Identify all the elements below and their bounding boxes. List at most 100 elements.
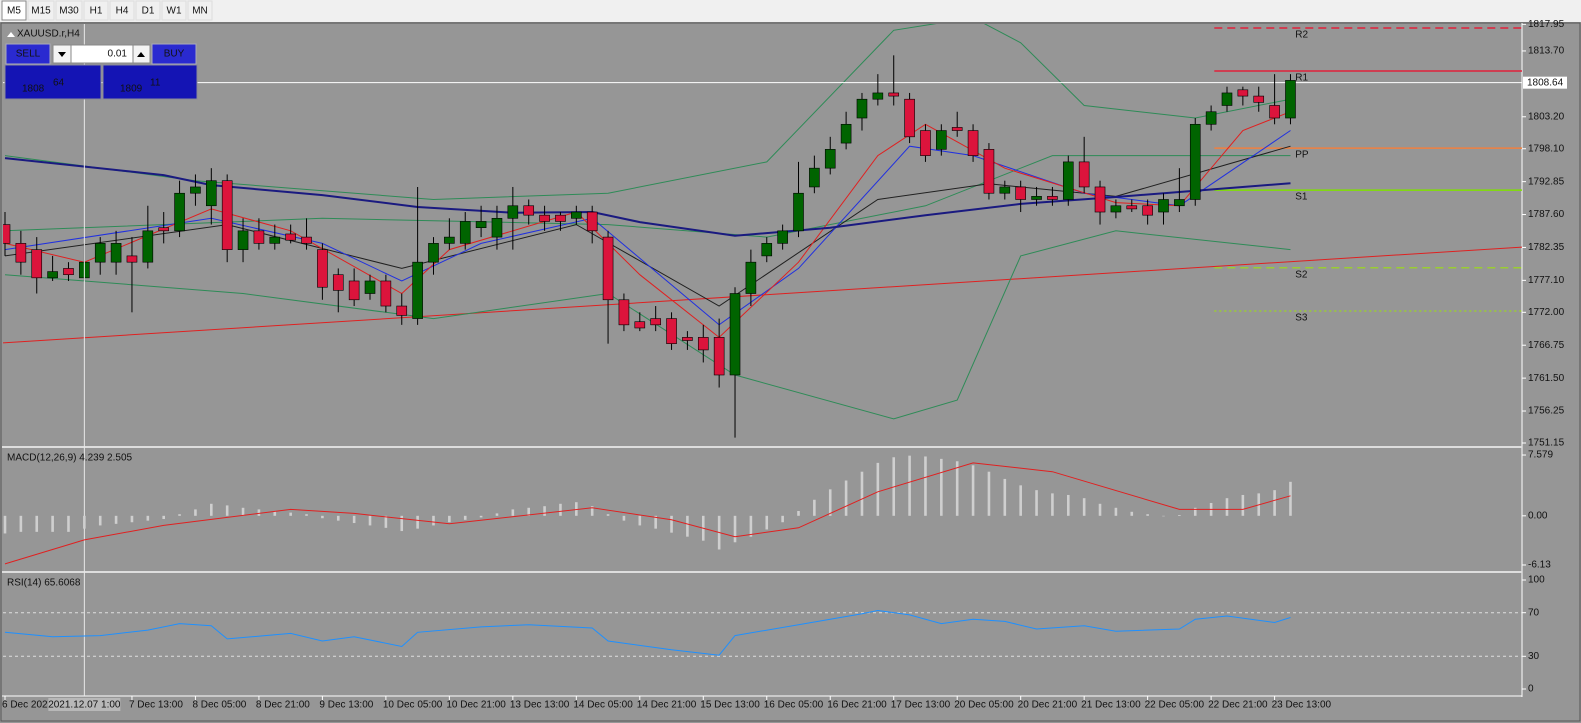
candle-body	[650, 318, 661, 326]
candle-body	[555, 214, 566, 222]
pivot-label: S2	[1295, 269, 1308, 280]
timeframe-label[interactable]: M15	[31, 6, 51, 17]
histogram-bar	[416, 515, 419, 529]
y-tick-label: 1772.00	[1528, 307, 1565, 318]
x-tick-label: 17 Dec 13:00	[891, 700, 951, 711]
sell-label[interactable]: SELL	[16, 49, 41, 60]
indicator-line	[4, 24, 1291, 201]
histogram-bar	[1019, 485, 1022, 516]
buy-label[interactable]: BUY	[164, 49, 185, 60]
candle-body	[507, 205, 519, 219]
sell-button[interactable]	[5, 43, 51, 65]
y-tick-label: 70	[1528, 607, 1540, 618]
histogram-bar	[162, 515, 165, 520]
histogram-bar	[400, 515, 404, 532]
candle-body	[809, 167, 820, 188]
histogram-bar	[67, 515, 70, 532]
histogram-bar	[225, 505, 229, 516]
histogram-bar	[654, 515, 657, 529]
timeframe-label[interactable]: D1	[142, 6, 155, 17]
panel	[3, 455, 1292, 565]
candle-body	[539, 214, 550, 222]
histogram-bar	[987, 471, 991, 516]
toolbar	[0, 0, 1581, 22]
y-tick-label: 1782.35	[1528, 242, 1565, 253]
candle-body	[1189, 123, 1201, 200]
pivot-label: S1	[1295, 192, 1308, 203]
bid-box[interactable]	[4, 64, 102, 100]
x-tick-label: 20 Dec 21:00	[1018, 700, 1078, 711]
histogram-bar	[1082, 498, 1086, 516]
histogram-bar	[575, 502, 578, 516]
histogram-bar	[860, 471, 864, 516]
ask-small[interactable]: 11	[150, 78, 161, 89]
y-tick-label: 1787.60	[1528, 209, 1565, 220]
candle-body	[729, 293, 741, 376]
candle-body	[1126, 205, 1138, 210]
buy-button[interactable]	[151, 43, 197, 65]
histogram-bar	[590, 506, 594, 516]
candle-body	[364, 280, 376, 294]
bid-big[interactable]: 1808	[22, 84, 45, 95]
histogram-bar	[368, 515, 372, 526]
candle-body	[317, 249, 328, 288]
candle-body	[221, 180, 233, 250]
histogram-bar	[98, 515, 102, 526]
panel	[3, 609, 1522, 657]
timeframe-button[interactable]	[161, 0, 187, 21]
histogram-bar	[479, 515, 483, 518]
price-box	[1523, 76, 1567, 89]
y-tick-label: 1813.70	[1528, 46, 1565, 57]
x-tick-label: 23 Dec 13:00	[1272, 700, 1332, 711]
histogram-bar	[797, 511, 800, 516]
candle-body	[967, 130, 979, 156]
histogram-bar	[1035, 490, 1038, 516]
histogram-bar	[638, 515, 642, 526]
lot-value[interactable]: 0.01	[108, 49, 128, 60]
histogram-bar	[670, 515, 673, 533]
y-tick-label: 30	[1528, 651, 1540, 662]
histogram-bar	[289, 512, 292, 516]
histogram-bar	[1225, 498, 1229, 516]
histogram-bar	[352, 515, 356, 524]
y-tick-label: 1777.10	[1528, 275, 1565, 286]
histogram-bar	[1162, 515, 1165, 517]
ask-big[interactable]: 1809	[120, 84, 143, 95]
candle-body	[444, 236, 455, 244]
timeframe-label[interactable]: M5	[7, 6, 21, 17]
histogram-bar	[765, 515, 769, 530]
x-tick-label: 6 Dec 2021	[2, 700, 54, 711]
bid-small[interactable]: 64	[53, 78, 65, 89]
candle-body	[47, 271, 58, 279]
timeframe-button[interactable]	[27, 0, 55, 21]
candle-body	[459, 221, 471, 244]
candle-body	[269, 236, 281, 244]
x-tick-label: 7 Dec 13:00	[129, 700, 183, 711]
timeframe-label[interactable]: MN	[192, 6, 208, 17]
candle-body	[999, 186, 1011, 194]
histogram-bar	[606, 514, 610, 516]
histogram-bar	[813, 499, 816, 516]
timeframe-label[interactable]: H4	[116, 6, 129, 17]
timeframe-button[interactable]	[109, 0, 135, 21]
y-tick-label: 1756.25	[1528, 406, 1565, 417]
timeframe-label[interactable]: M30	[59, 6, 79, 17]
timeframe-label[interactable]: W1	[167, 6, 182, 17]
histogram-bar	[876, 462, 880, 516]
timeframe-label[interactable]: H1	[90, 6, 103, 17]
timeframe-button[interactable]	[83, 0, 109, 21]
histogram-bar	[1114, 507, 1118, 516]
timeframe-button[interactable]	[135, 0, 161, 21]
ask-box[interactable]	[102, 64, 198, 100]
candle-body	[1031, 196, 1042, 200]
histogram-bar	[448, 515, 451, 523]
histogram-bar	[924, 456, 927, 516]
candle-body	[190, 186, 201, 194]
histogram-bar	[178, 514, 181, 516]
timeframe-button[interactable]	[1, 0, 27, 21]
candle-body	[491, 217, 503, 238]
timeframe-button[interactable]	[187, 0, 213, 21]
candle-body	[126, 255, 138, 263]
candle-body	[94, 243, 106, 263]
timeframe-button[interactable]	[55, 0, 83, 21]
